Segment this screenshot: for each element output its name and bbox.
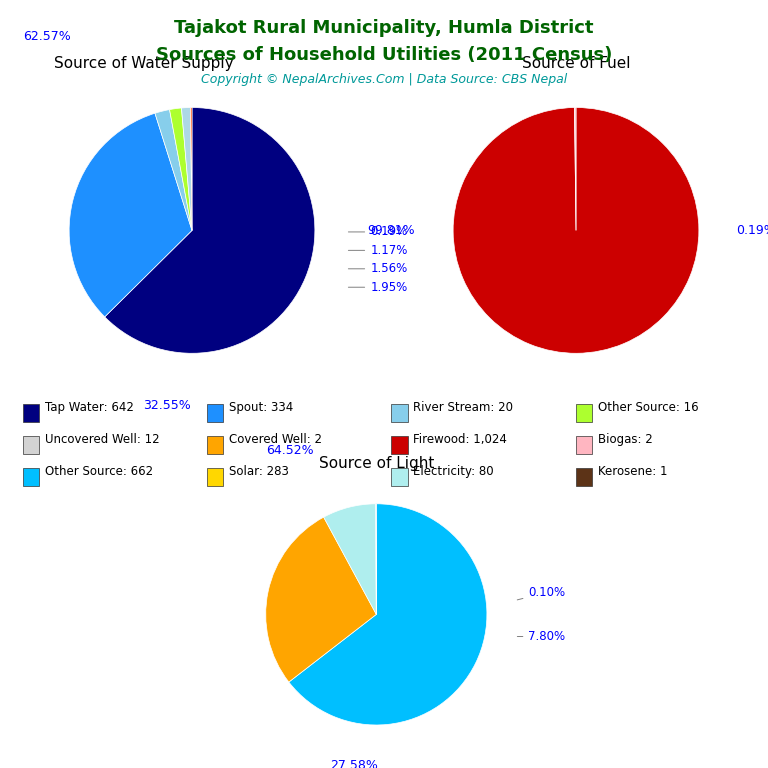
Wedge shape <box>289 504 487 725</box>
Text: 0.19%: 0.19% <box>736 224 768 237</box>
Text: Spout: 334: Spout: 334 <box>229 401 293 414</box>
Wedge shape <box>69 113 192 317</box>
Text: 64.52%: 64.52% <box>266 444 313 457</box>
Wedge shape <box>104 108 315 353</box>
Bar <box>576 468 592 485</box>
Wedge shape <box>453 108 699 353</box>
Bar <box>23 404 39 422</box>
Text: Other Source: 16: Other Source: 16 <box>598 401 698 414</box>
Bar <box>392 468 408 485</box>
Text: Kerosene: 1: Kerosene: 1 <box>598 465 667 478</box>
Text: 0.19%: 0.19% <box>349 226 408 238</box>
Text: Biogas: 2: Biogas: 2 <box>598 433 653 446</box>
Text: 7.80%: 7.80% <box>518 630 565 643</box>
Text: Tap Water: 642: Tap Water: 642 <box>45 401 134 414</box>
Wedge shape <box>323 504 376 614</box>
Wedge shape <box>155 110 192 230</box>
Text: River Stream: 20: River Stream: 20 <box>413 401 514 414</box>
Text: Source of Water Supply: Source of Water Supply <box>54 57 233 71</box>
Bar <box>392 404 408 422</box>
Text: Sources of Household Utilities (2011 Census): Sources of Household Utilities (2011 Cen… <box>156 46 612 64</box>
Bar <box>23 435 39 454</box>
Bar <box>207 468 223 485</box>
Text: Electricity: 80: Electricity: 80 <box>413 465 494 478</box>
Text: Firewood: 1,024: Firewood: 1,024 <box>413 433 508 446</box>
Bar <box>576 404 592 422</box>
Bar <box>207 404 223 422</box>
Text: 0.10%: 0.10% <box>518 586 565 600</box>
Text: 27.58%: 27.58% <box>330 760 378 768</box>
Title: Source of Light: Source of Light <box>319 456 434 471</box>
Wedge shape <box>574 108 576 230</box>
Title: Source of Fuel: Source of Fuel <box>521 57 631 71</box>
Text: 99.81%: 99.81% <box>367 224 415 237</box>
Wedge shape <box>181 108 192 230</box>
Text: 1.17%: 1.17% <box>349 244 408 257</box>
Text: Other Source: 662: Other Source: 662 <box>45 465 153 478</box>
Wedge shape <box>170 108 192 230</box>
Text: 1.56%: 1.56% <box>349 263 408 275</box>
Bar <box>23 468 39 485</box>
Text: Uncovered Well: 12: Uncovered Well: 12 <box>45 433 160 446</box>
Text: Copyright © NepalArchives.Com | Data Source: CBS Nepal: Copyright © NepalArchives.Com | Data Sou… <box>201 73 567 86</box>
Text: Tajakot Rural Municipality, Humla District: Tajakot Rural Municipality, Humla Distri… <box>174 19 594 37</box>
Text: 32.55%: 32.55% <box>144 399 191 412</box>
Wedge shape <box>266 517 376 682</box>
Bar <box>576 435 592 454</box>
Text: Solar: 283: Solar: 283 <box>229 465 289 478</box>
Text: Covered Well: 2: Covered Well: 2 <box>229 433 322 446</box>
Text: 62.57%: 62.57% <box>23 30 71 43</box>
Text: 1.95%: 1.95% <box>349 281 408 293</box>
Bar <box>207 435 223 454</box>
Wedge shape <box>190 108 192 230</box>
Bar <box>392 435 408 454</box>
